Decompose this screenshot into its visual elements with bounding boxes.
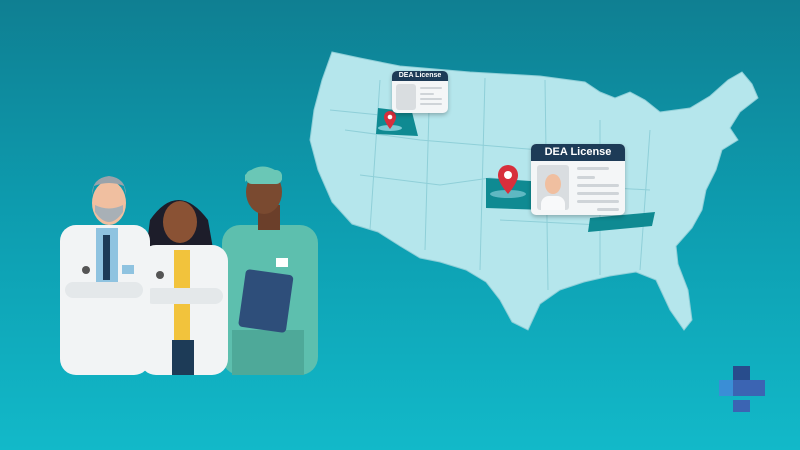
nurse xyxy=(222,166,318,375)
map-pin-icon xyxy=(498,165,518,194)
large-card-title: DEA License xyxy=(531,144,625,161)
male-doctor xyxy=(60,176,150,375)
female-doctor xyxy=(140,200,228,375)
clipboard xyxy=(238,269,294,333)
medical-cross-logo xyxy=(719,366,765,412)
map-pin-icon xyxy=(384,111,396,129)
id-card-icon: DEA License xyxy=(531,144,625,215)
small-card-title: DEA License xyxy=(392,71,448,81)
healthcare-workers xyxy=(60,166,318,375)
highlighted-state-tennessee xyxy=(588,212,655,232)
id-card-icon: DEA License xyxy=(392,71,448,113)
